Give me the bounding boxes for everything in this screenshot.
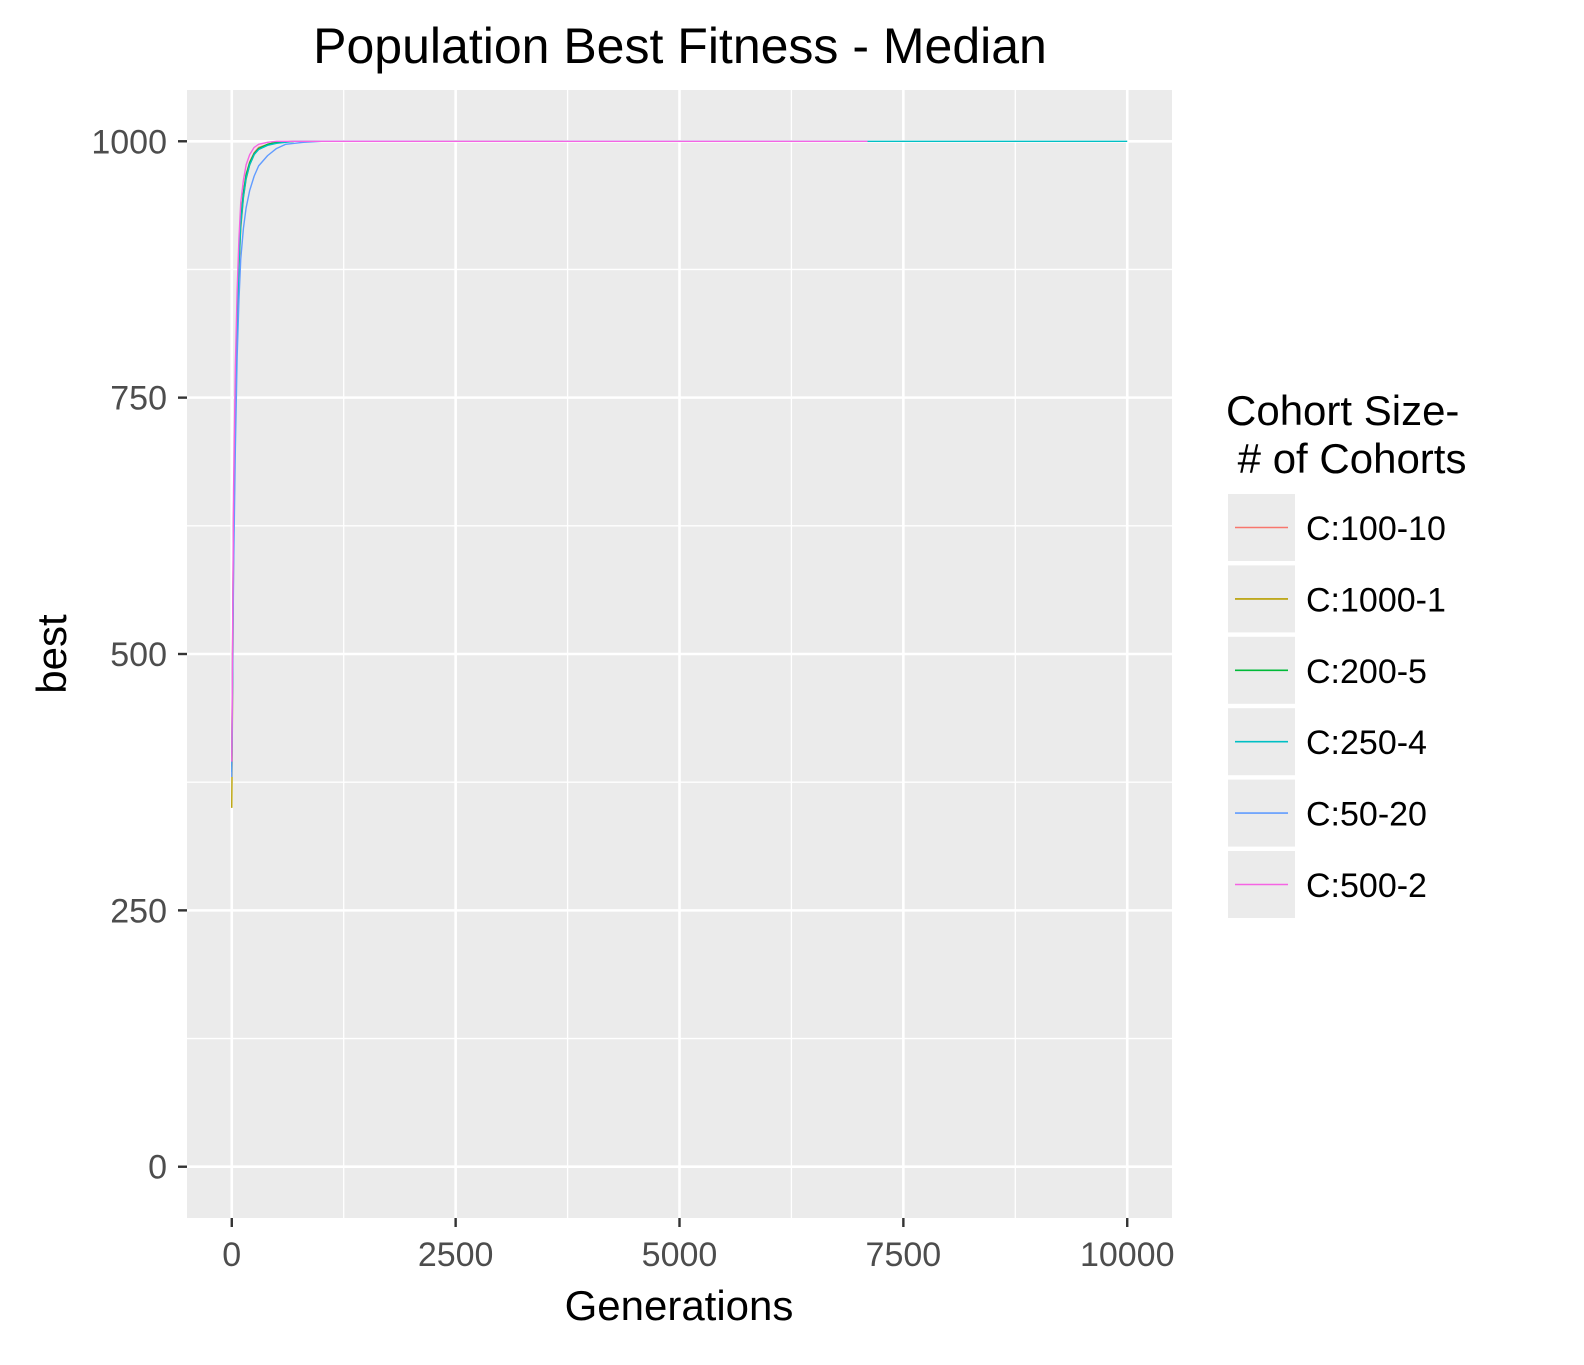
y-tick-label: 750 (110, 380, 167, 418)
y-tick-label: 250 (110, 892, 167, 930)
legend-label: C:100-10 (1306, 510, 1446, 548)
legend-title-line-2: # of Cohorts (1226, 435, 1466, 482)
y-axis-title: best (28, 614, 75, 694)
legend-label: C:200-5 (1306, 653, 1427, 691)
x-tick-label: 7500 (866, 1236, 942, 1274)
x-tick-label: 0 (222, 1236, 241, 1274)
y-tick-label: 1000 (91, 123, 167, 161)
series-lines (231, 140, 1128, 808)
series-line-6 (231, 140, 868, 762)
legend-items: C:100-10 C:1000-1 C:200-5 C:250-4 C:50-20 C:5… (1228, 494, 1446, 918)
y-tick-label: 0 (148, 1149, 167, 1187)
chart-title: Population Best Fitness - Median (313, 18, 1047, 74)
x-axis: 0 2500 5000 7500 10000 (222, 1218, 1175, 1274)
legend-label: C:1000-1 (1306, 581, 1446, 619)
legend-label: C:250-4 (1306, 724, 1427, 762)
legend-label: C:500-2 (1306, 867, 1427, 905)
y-axis: 0 250 500 750 1000 (91, 123, 187, 1187)
series-line-5 (231, 140, 411, 778)
x-tick-label: 5000 (642, 1236, 718, 1274)
legend-label: C:50-20 (1306, 796, 1427, 834)
x-tick-label: 10000 (1080, 1236, 1175, 1274)
legend: Cohort Size- # of Cohorts C:100-10 C:1000… (1226, 387, 1466, 918)
grid-lines (187, 90, 1172, 1218)
x-axis-title: Generations (565, 1282, 794, 1329)
x-tick-label: 2500 (418, 1236, 494, 1274)
y-tick-label: 500 (110, 636, 167, 674)
legend-title-line-1: Cohort Size- (1226, 387, 1459, 434)
